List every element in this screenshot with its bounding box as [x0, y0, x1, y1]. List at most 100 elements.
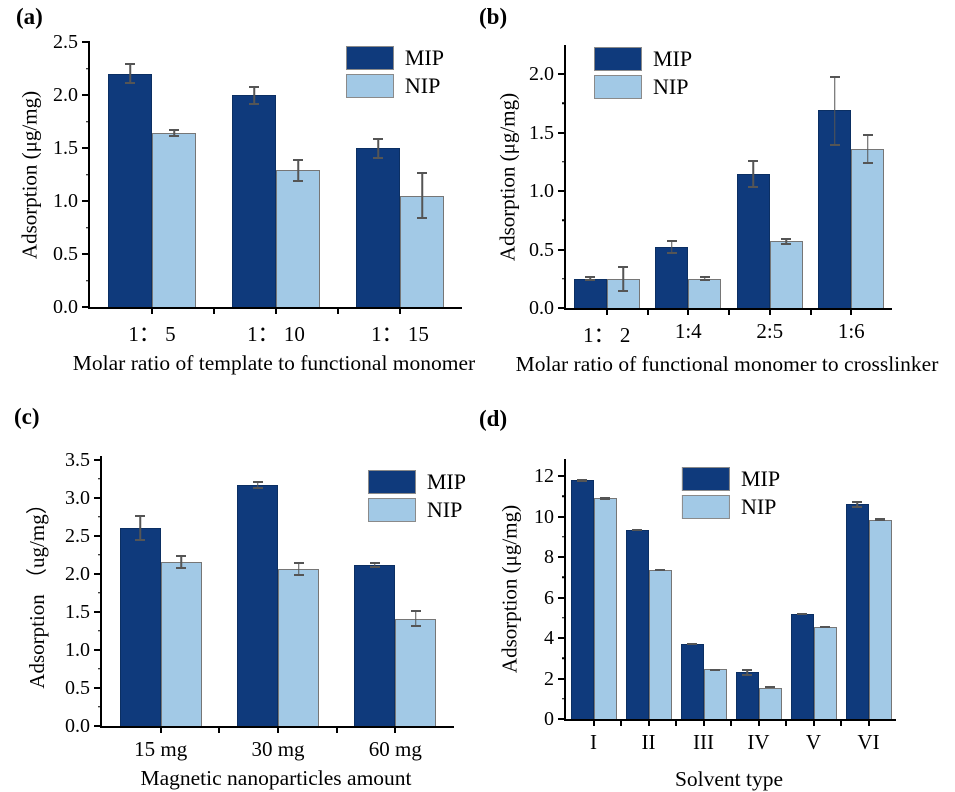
bar-nip	[813, 626, 837, 719]
error-bar	[135, 515, 146, 541]
y-tick-label: 0.0	[529, 297, 554, 319]
error-bar-line	[581, 479, 583, 482]
panel-letter-c: (c)	[14, 404, 40, 429]
bar-nip	[769, 238, 803, 308]
error-bar-line	[714, 669, 716, 671]
legend-swatch-mip	[681, 467, 730, 491]
bar-nip	[152, 129, 196, 307]
legend-label-nip: NIP	[653, 74, 689, 99]
y-minor-tick	[562, 161, 566, 163]
y-tick-label: 0.5	[65, 676, 90, 699]
bar-nip	[851, 134, 885, 308]
y-tick-label: 2.0	[529, 63, 554, 86]
error-bar-line	[415, 610, 417, 627]
error-bar	[410, 610, 421, 627]
y-major-tick	[558, 677, 566, 680]
panel-letter-b: (b)	[479, 4, 508, 29]
error-bar	[666, 240, 677, 254]
legend: MIP NIP	[594, 47, 692, 99]
error-bar	[125, 63, 135, 84]
y-axis-label: Adsorption (μg/mg)	[17, 90, 42, 259]
y-major-tick	[94, 572, 102, 575]
error-bar-line	[604, 497, 606, 500]
x-tick-label: 15 mg	[134, 737, 188, 761]
error-bar-line	[297, 562, 300, 576]
y-tick-label: 1.5	[529, 121, 554, 144]
plot-area: 0.0 0.5 1.0 1.5 2.0 2.5 3.0 3.5 15 mg 30 mg 60 mg M…	[65, 450, 466, 761]
x-tick-label: III	[693, 730, 714, 754]
x-tick	[687, 308, 690, 315]
x-axis-label: Molar ratio of functional monomer to cro…	[515, 352, 939, 376]
x-tick	[592, 719, 595, 726]
legend-label-nip: NIP	[426, 497, 463, 522]
legend: MIP NIP	[681, 467, 780, 519]
error-bar	[249, 86, 259, 105]
bar-group	[625, 529, 672, 719]
error-bar	[373, 138, 383, 159]
x-tick-label: I	[590, 730, 597, 754]
x-tick-label: II	[641, 730, 656, 754]
x-tick-label: IV	[747, 730, 770, 754]
bar-nip	[648, 569, 672, 719]
legend-label-mip: MIP	[426, 469, 466, 494]
error-bar-line	[856, 501, 858, 508]
error-bar	[293, 159, 303, 182]
y-minor-tick	[98, 630, 102, 632]
x-tick	[785, 719, 787, 726]
y-minor-tick	[98, 706, 102, 708]
legend-row-mip: MIP	[345, 46, 444, 70]
error-bar-line	[752, 160, 754, 188]
bar-mip	[735, 669, 759, 719]
legend-row-nip: NIP	[594, 75, 692, 99]
x-tick-label: 1:6	[837, 319, 865, 343]
y-major-tick	[558, 73, 566, 76]
y-major-tick	[82, 253, 90, 255]
x-tick-label: 1： 5	[128, 322, 176, 346]
legend-row-mip: MIP	[367, 469, 466, 494]
y-major-tick	[82, 200, 90, 202]
error-bar	[417, 172, 427, 219]
x-tick-label: 1:4	[674, 319, 702, 343]
x-tick	[728, 308, 730, 315]
bar-nip	[688, 276, 722, 308]
x-tick-label: 2:5	[756, 319, 784, 343]
x-tick-label: 1： 10	[247, 322, 305, 346]
bar-mip	[570, 479, 594, 719]
y-tick-label: 2	[544, 667, 554, 690]
panel-letter-d: (d)	[479, 406, 508, 431]
y-tick-label: 0.5	[53, 243, 78, 265]
y-tick-label: 0.0	[65, 715, 90, 737]
error-bar-line	[879, 518, 881, 521]
error-bar-line	[256, 481, 259, 489]
y-minor-tick	[562, 495, 566, 497]
y-major-tick	[82, 306, 90, 308]
error-bar-line	[801, 613, 803, 615]
x-tick	[809, 308, 812, 315]
error-bar-line	[622, 266, 624, 292]
y-tick-label: 0	[544, 708, 554, 730]
error-bar	[829, 76, 840, 146]
x-tick	[213, 307, 215, 314]
bar-nip	[160, 555, 202, 726]
y-major-tick	[558, 131, 566, 134]
y-tick-label: 3.0	[65, 486, 90, 509]
error-bar	[293, 562, 304, 576]
error-bar-line	[824, 626, 826, 628]
error-bar	[600, 497, 610, 500]
y-axis-label: Adsorption (μg/mg)	[497, 504, 522, 674]
y-minor-tick	[86, 279, 90, 282]
y-minor-tick	[86, 226, 90, 229]
y-major-tick	[558, 190, 566, 193]
x-tick	[730, 719, 732, 726]
y-tick-label: 2.5	[53, 31, 78, 53]
y-minor-tick	[562, 278, 566, 280]
error-bar	[632, 529, 642, 531]
legend-label-mip: MIP	[653, 46, 693, 71]
x-tick	[275, 307, 277, 314]
legend-swatch-nip	[594, 75, 642, 99]
x-tick	[757, 719, 760, 726]
x-tick	[812, 719, 815, 726]
error-bar-line	[636, 529, 638, 531]
y-axis-label: Adsorption (μg/mg)	[495, 92, 520, 261]
